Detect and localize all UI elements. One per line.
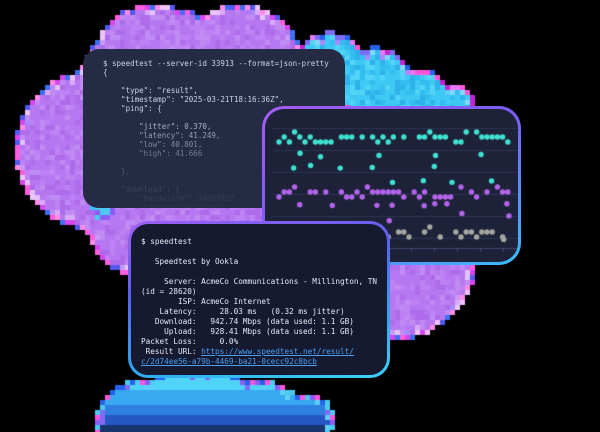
terminal-line: Result URL: https://www.speedtest.net/re… [141,347,377,357]
terminal-line: { [103,68,108,77]
terminal-speedtest-panel: $ speedtest Speedtest by Ookla Server: A… [128,221,390,378]
terminal-speedtest-surface: $ speedtest Speedtest by Ookla Server: A… [131,224,387,375]
terminal-text: Packet Loss: 0.0% [141,337,239,346]
terminal-line [141,267,377,277]
terminal-text: Result URL: [141,347,202,356]
terminal-text: ISP: AcmeCo Internet [141,297,271,306]
terminal-line: Server: AcmeCo Communications - Millingt… [141,277,377,287]
terminal-line [141,247,377,257]
terminal-text: Speedtest by Ookla [141,257,239,266]
terminal-line: Speedtest by Ookla [141,257,377,267]
terminal-text: (id = 28620) [141,287,197,296]
terminal-text: Latency: 28.03 ms (0.32 ms jitter) [141,307,345,316]
terminal-line: Download: 942.74 Mbps (data used: 1.1 GB… [141,317,377,327]
terminal-line: "timestamp": "2025-03-21T18:16:36Z", [103,95,284,104]
terminal-line: Upload: 928.41 Mbps (data used: 1.1 GB) [141,327,377,337]
terminal-line [103,77,329,86]
terminal-line: c/2d74ee56-a79b-4469-ba21-0cecc92c8bcb [141,357,377,367]
terminal-text: Upload: 928.41 Mbps (data used: 1.1 GB) [141,327,354,336]
terminal-line: $ speedtest --server-id 33913 --format=j… [103,59,329,68]
terminal-line: Packet Loss: 0.0% [141,337,377,347]
result-url-link[interactable]: c/2d74ee56-a79b-4469-ba21-0cecc92c8bcb [141,357,317,366]
terminal-line: $ speedtest [141,237,377,247]
terminal-line: "type": "result", [103,86,198,95]
terminal-line: ISP: AcmeCo Internet [141,297,377,307]
terminal-line: (id = 28620) [141,287,377,297]
terminal-text: $ speedtest [141,237,192,246]
terminal-line: Latency: 28.03 ms (0.32 ms jitter) [141,307,377,317]
terminal-text: Server: AcmeCo Communications - Millingt… [141,277,378,286]
terminal-speedtest-output: $ speedtest Speedtest by Ookla Server: A… [141,237,377,367]
result-url-link[interactable]: https://www.speedtest.net/result/ [201,347,354,356]
terminal-text: Download: 942.74 Mbps (data used: 1.1 GB… [141,317,354,326]
